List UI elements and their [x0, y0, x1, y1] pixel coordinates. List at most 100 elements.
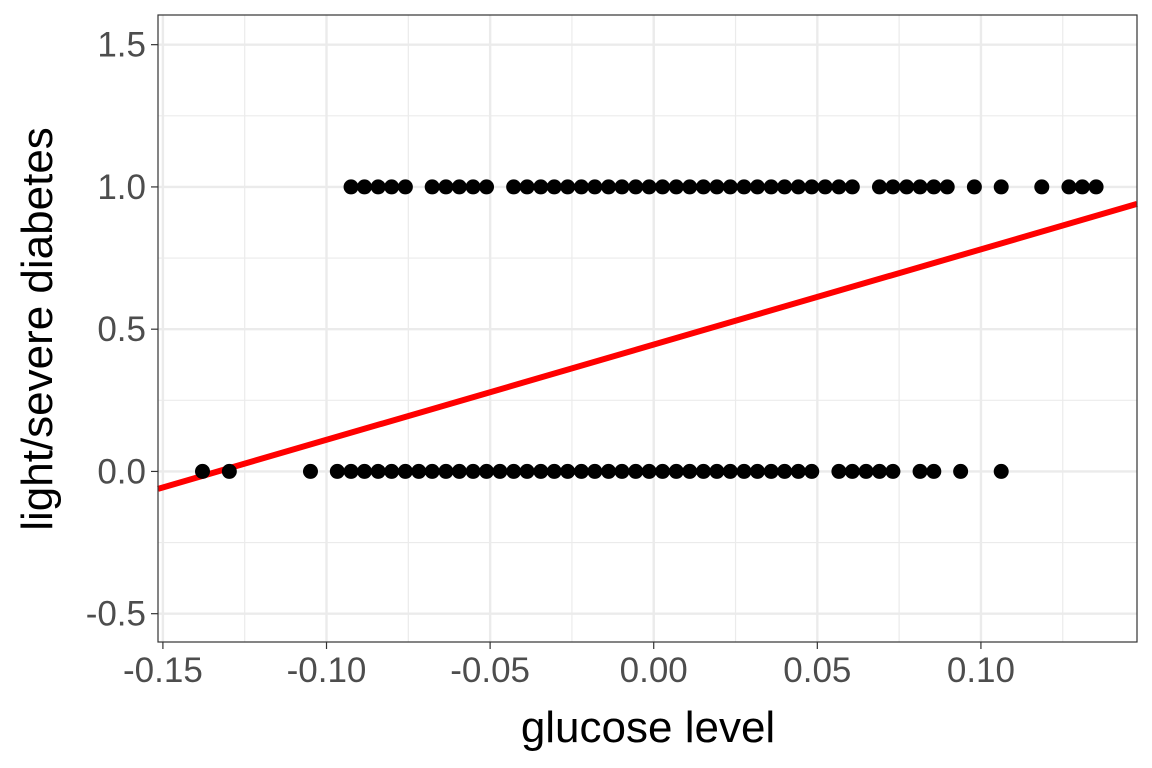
fit-line: [157, 201, 1138, 492]
data-point: [302, 463, 318, 479]
data-point: [438, 179, 454, 195]
data-point: [749, 463, 765, 479]
fit-line-layer: [157, 201, 1138, 492]
data-point: [614, 463, 630, 479]
data-point: [329, 463, 345, 479]
data-point: [831, 463, 847, 479]
data-point: [465, 179, 481, 195]
data-point: [899, 179, 915, 195]
data-point: [343, 179, 359, 195]
data-point: [424, 463, 440, 479]
data-point: [1034, 179, 1050, 195]
data-point: [546, 179, 562, 195]
data-point: [519, 463, 535, 479]
x-tick-label: 0.05: [783, 651, 851, 690]
data-point: [465, 463, 481, 479]
data-point: [1061, 179, 1077, 195]
data-point: [668, 463, 684, 479]
data-point: [384, 179, 400, 195]
data-point: [749, 179, 765, 195]
x-tick-label: -0.10: [287, 651, 367, 690]
data-point: [370, 179, 386, 195]
data-point: [885, 179, 901, 195]
data-point: [506, 179, 522, 195]
data-point: [506, 463, 522, 479]
data-point: [370, 463, 386, 479]
y-axis-ticks: -0.5 0.0 0.5 1.0 1.5: [86, 26, 158, 634]
x-tick-label: 0.10: [947, 651, 1015, 690]
data-point: [668, 179, 684, 195]
x-axis-ticks: -0.15 -0.10 -0.05 0.00 0.05 0.10: [123, 642, 1015, 690]
data-point: [587, 179, 603, 195]
data-point: [560, 463, 576, 479]
data-point: [221, 463, 237, 479]
data-point: [763, 463, 779, 479]
data-point: [356, 463, 372, 479]
data-point: [939, 179, 955, 195]
data-point: [858, 463, 874, 479]
data-point: [966, 179, 982, 195]
data-point: [533, 463, 549, 479]
data-point: [641, 463, 657, 479]
data-point: [655, 179, 671, 195]
data-point: [993, 463, 1009, 479]
data-point: [1088, 179, 1104, 195]
data-point: [993, 179, 1009, 195]
y-tick-label: 1.0: [97, 168, 146, 207]
data-point: [722, 179, 738, 195]
y-tick-label: 0.5: [97, 310, 146, 349]
data-point: [912, 463, 928, 479]
data-point: [397, 179, 413, 195]
data-point: [709, 463, 725, 479]
data-point: [195, 463, 210, 479]
data-point: [777, 179, 793, 195]
data-point: [587, 463, 603, 479]
data-point: [682, 463, 698, 479]
data-point: [736, 463, 752, 479]
x-tick-label: -0.15: [123, 651, 203, 690]
data-point: [790, 179, 806, 195]
data-point: [546, 463, 562, 479]
data-point: [451, 179, 467, 195]
y-tick-label: 1.5: [97, 26, 146, 65]
x-axis-title: glucose level: [521, 703, 775, 752]
data-point: [492, 463, 508, 479]
data-point: [424, 179, 440, 195]
data-point: [871, 179, 887, 195]
data-point: [601, 179, 617, 195]
data-point: [709, 179, 725, 195]
data-point: [573, 463, 589, 479]
data-point: [844, 179, 860, 195]
y-tick-label: 0.0: [97, 452, 146, 491]
grid-lines: [158, 15, 1137, 642]
data-point: [519, 179, 535, 195]
data-point: [695, 463, 711, 479]
data-point: [736, 179, 752, 195]
data-point: [655, 463, 671, 479]
data-point: [953, 463, 969, 479]
x-tick-label: -0.05: [450, 651, 530, 690]
data-point: [438, 463, 454, 479]
data-point: [777, 463, 793, 479]
data-point: [831, 179, 847, 195]
data-point: [628, 179, 644, 195]
data-point: [722, 463, 738, 479]
data-point: [926, 179, 942, 195]
data-point: [573, 179, 589, 195]
data-point: [560, 179, 576, 195]
data-point: [601, 463, 617, 479]
data-point: [356, 179, 372, 195]
plot-panel-border: [157, 14, 1138, 643]
data-point: [479, 179, 495, 195]
data-point: [844, 463, 860, 479]
data-point: [384, 463, 400, 479]
data-point: [682, 179, 698, 195]
data-point: [804, 179, 820, 195]
y-axis-title: light/severe diabetes: [13, 127, 62, 531]
data-point: [804, 463, 820, 479]
data-point: [451, 463, 467, 479]
data-point: [343, 463, 359, 479]
data-point: [628, 463, 644, 479]
data-point: [411, 463, 427, 479]
